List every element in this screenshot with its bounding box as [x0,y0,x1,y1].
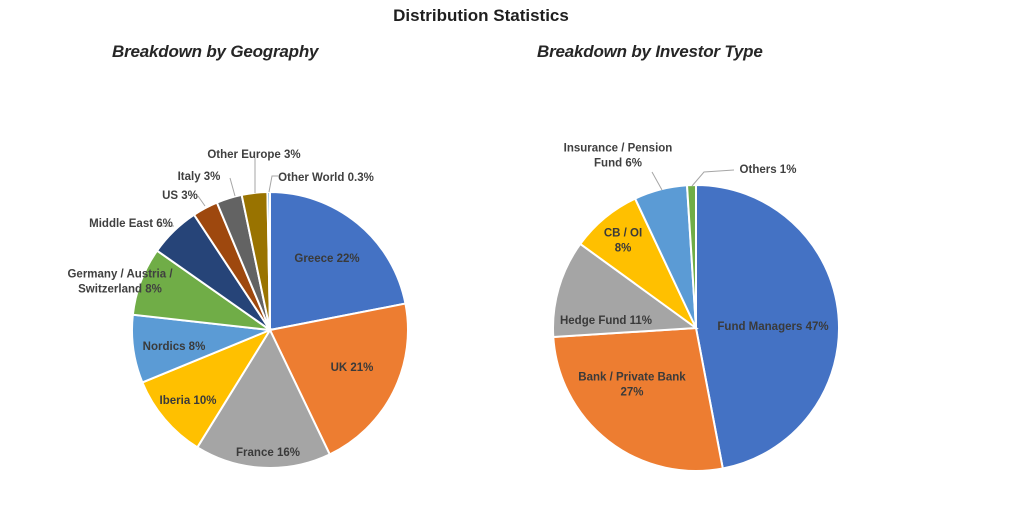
label-greece: Greece 22% [294,253,359,265]
investor-chart-title: Breakdown by Investor Type [537,42,763,61]
label-germany-austria-switzerland: Germany / Austria / Switzerland 8% [67,269,173,296]
label-bank-private-bank: Bank / Private Bank 27% [578,372,686,399]
label-insurance-pension-fund: Insurance / Pension Fund 6% [564,143,673,170]
slice-uk [268,302,409,456]
slice-others [685,183,697,329]
label-cb-oi: CB / OI 8% [604,228,642,255]
label-fund-managers: Fund Managers 47% [717,321,828,333]
geography-chart-title: Breakdown by Geography [112,42,319,61]
main-title: Distribution Statistics [393,6,569,25]
label-iberia: Iberia 10% [160,395,217,407]
label-middle-east: Middle East 6% [89,218,173,230]
label-hedge-fund: Hedge Fund 11% [560,315,652,327]
leader-line-other-world [268,175,278,193]
slice-greece [269,190,407,332]
label-others: Others 1% [740,164,797,176]
slice-fund-managers [695,183,841,470]
leader-line-others [691,169,735,187]
investor-type-pie: Fund Managers 47% Bank / Private Bank 27% H… [552,143,841,472]
label-nordics: Nordics 8% [143,341,206,353]
label-france: France 16% [236,447,300,459]
leader-line-us [197,195,206,207]
label-other-europe: Other Europe 3% [207,149,300,161]
slice-iberia [141,327,273,449]
label-us: US 3% [162,190,198,202]
slice-france [195,327,332,469]
slice-hedge-fund [552,242,699,339]
geography-pie: Greece 22% UK 21% France 16% Iberia 10% Nord… [67,149,409,469]
label-uk: UK 21% [331,362,374,374]
leader-line-insurance-pension-fund [651,171,663,191]
slice-bank-private-bank [552,326,724,472]
label-other-world: Other World 0.3% [278,172,374,184]
leader-line-italy [229,177,236,197]
label-italy: Italy 3% [178,171,221,183]
slice-other-world [266,190,271,331]
